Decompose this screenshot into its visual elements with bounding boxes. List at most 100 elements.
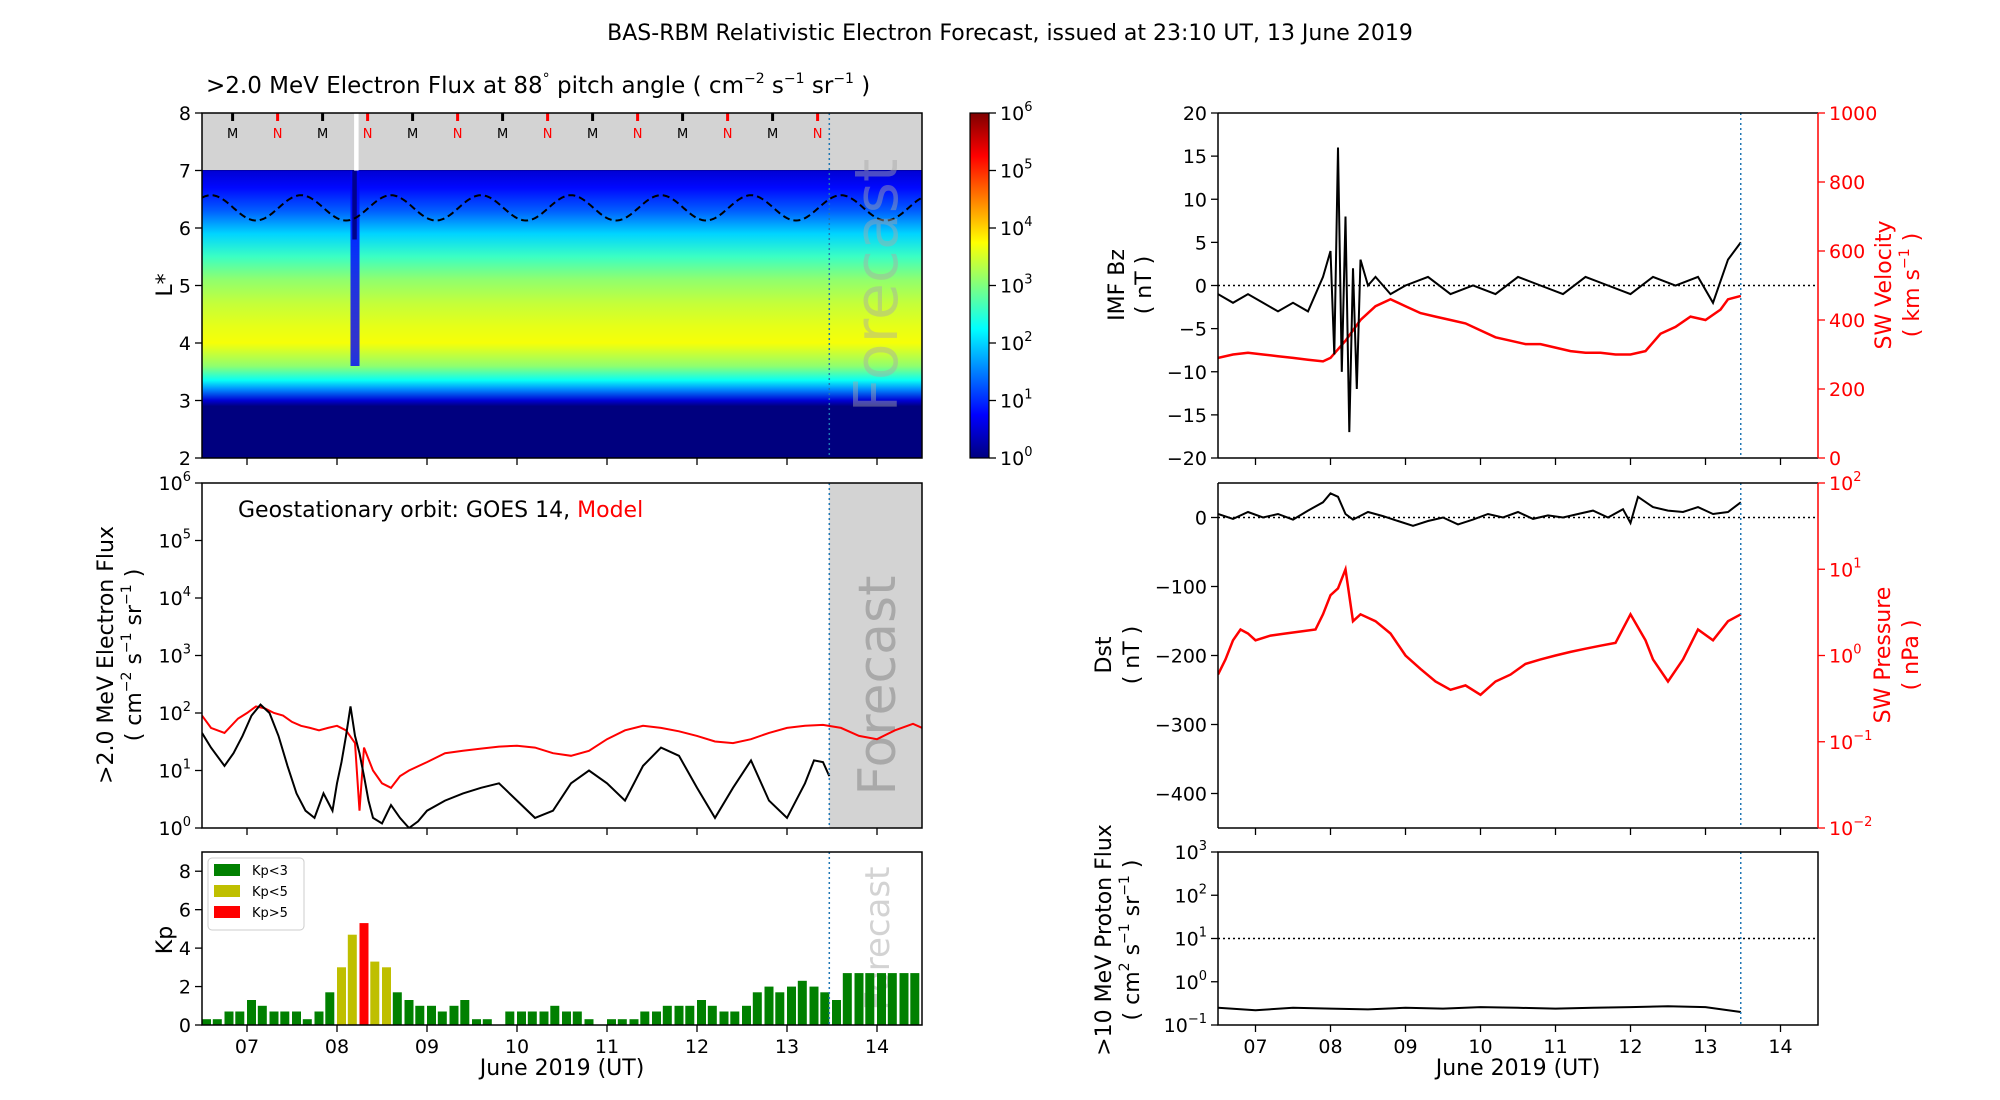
kp-bar xyxy=(280,1011,290,1025)
dropout-gap xyxy=(354,113,359,171)
kp-bar xyxy=(212,1019,222,1025)
dst-y-ticks-left: −400 −300 −200 −100 0 xyxy=(1155,508,1218,806)
dst-y-left-tick-label: −200 xyxy=(1155,646,1207,668)
dst-y-ticks-right: 10−2 10−1 100 101 102 xyxy=(1818,470,1872,840)
proton-x-tick-label: 14 xyxy=(1768,1036,1792,1058)
kp-y-tick-label: 2 xyxy=(179,977,191,999)
kp-axes-frame xyxy=(201,851,923,1026)
mlt-marker-label: M xyxy=(407,127,418,142)
imf-y-ticks-right: 0 200 400 600 800 1000 xyxy=(1818,103,1877,470)
dst-y-right-tick-label: 102 xyxy=(1829,470,1861,495)
mlt-marker-label: N xyxy=(813,127,823,142)
kp-bar xyxy=(572,1011,582,1025)
heatmap-ylabel: L* xyxy=(153,273,178,296)
kp-bar xyxy=(314,1011,324,1025)
imf-y-left-tick-label: 0 xyxy=(1195,276,1207,298)
geo-y-tick-label: 104 xyxy=(159,585,191,610)
kp-bar xyxy=(460,1000,470,1025)
heatmap-flux-field xyxy=(202,170,922,458)
kp-bar xyxy=(764,986,774,1025)
dst-ylabel-line1: Dst xyxy=(1092,636,1117,673)
proton-y-tick-label: 10−1 xyxy=(1164,1012,1207,1037)
kp-legend-swatch-high xyxy=(214,906,240,918)
kp-legend-label-low: Kp<3 xyxy=(252,864,288,879)
proton-x-tick-label: 12 xyxy=(1618,1036,1642,1058)
imf-y-left-tick-label: −20 xyxy=(1167,448,1207,470)
imf-y-left-tick-label: −15 xyxy=(1167,405,1207,427)
kp-bar xyxy=(887,973,897,1025)
dst-y-right-tick-label: 100 xyxy=(1829,643,1861,668)
imf-y-right-tick-label: 400 xyxy=(1829,310,1865,332)
geo-y-ticks: 100 101 102 103 104 105 106 xyxy=(159,470,202,840)
heatmap-y-tick-label: 2 xyxy=(179,448,191,470)
kp-legend-swatch-mid xyxy=(214,885,240,897)
kp-x-tick-label: 08 xyxy=(325,1036,349,1058)
heatmap-y-tick-label: 5 xyxy=(179,276,191,298)
kp-bar xyxy=(382,967,391,1025)
kp-y-tick-label: 6 xyxy=(179,900,191,922)
kp-ylabel: Kp xyxy=(153,926,178,954)
kp-bar xyxy=(325,992,335,1025)
kp-bar xyxy=(877,973,886,1025)
dst-y-right-tick-label: 10−1 xyxy=(1829,729,1872,754)
mlt-marker-label: M xyxy=(317,127,328,142)
proton-x-tick-label: 07 xyxy=(1243,1036,1267,1058)
dst-ylabel-line2: ( nT ) xyxy=(1120,626,1145,685)
proton-ylabel-line1: >10 MeV Proton Flux xyxy=(1092,824,1117,1056)
kp-bar xyxy=(820,992,830,1025)
dst-line xyxy=(1218,492,1742,527)
kp-bar xyxy=(550,1005,560,1025)
geo-ylabel-line2: ( cm−2 s−1 sr−1 ) xyxy=(119,569,147,742)
kp-bar xyxy=(842,973,852,1025)
kp-x-tick-label: 14 xyxy=(865,1036,889,1058)
dst-y-right-tick-label: 10−2 xyxy=(1829,815,1872,840)
kp-bar xyxy=(505,1011,515,1025)
dst-y-right-tick-label: 101 xyxy=(1829,556,1861,581)
proton-x-tick-label: 10 xyxy=(1468,1036,1492,1058)
geo-annotation: Geostationary orbit: GOES 14, Model xyxy=(238,498,643,523)
proton-y-tick-label: 103 xyxy=(1175,839,1207,864)
kp-bar xyxy=(392,992,402,1025)
geo-y-tick-label: 106 xyxy=(159,470,191,495)
kp-bar xyxy=(775,992,785,1025)
colorbar-tick-label: 103 xyxy=(1000,273,1032,298)
colorbar-tick-label: 101 xyxy=(1000,388,1032,413)
kp-y-tick-label: 0 xyxy=(179,1015,191,1037)
proton-x-tick-label: 13 xyxy=(1693,1036,1717,1058)
imf-ylabel-line1: IMF Bz xyxy=(1105,249,1130,321)
colorbar: 100 101 102 103 104 105 106 xyxy=(969,100,1032,470)
imf-y-left-tick-label: 15 xyxy=(1183,146,1207,168)
kp-bar xyxy=(652,1011,661,1025)
kp-bar xyxy=(292,1011,301,1025)
proton-flux-line xyxy=(1218,1005,1741,1013)
colorbar-tick-label: 105 xyxy=(1000,158,1032,183)
colorbar-tick-label: 104 xyxy=(1000,215,1032,240)
heatmap-y-tick-label: 8 xyxy=(179,103,191,125)
kp-bar xyxy=(202,1019,211,1025)
heatmap-x-ticks xyxy=(246,458,878,465)
kp-bar xyxy=(449,1005,459,1025)
mlt-marker-label: M xyxy=(227,127,238,142)
proton-x-tick-label: 09 xyxy=(1393,1036,1417,1058)
sw-pressure-ylabel-line2: ( nPa ) xyxy=(1899,620,1924,691)
kp-bar xyxy=(640,1011,650,1025)
mlt-marker-label: M xyxy=(497,127,508,142)
dst-y-left-tick-label: 0 xyxy=(1195,508,1207,530)
kp-bar xyxy=(517,1011,526,1025)
dst-x-ticks xyxy=(1254,828,1782,835)
imf-y-right-tick-label: 800 xyxy=(1829,172,1865,194)
sw-pressure-ylabel-line1: SW Pressure xyxy=(1871,587,1896,724)
colorbar-gradient xyxy=(969,112,990,459)
kp-x-tick-label: 10 xyxy=(505,1036,529,1058)
kp-bar xyxy=(719,1011,729,1025)
dst-y-left-tick-label: −300 xyxy=(1155,715,1207,737)
geo-forecast-label: Forecast xyxy=(848,576,908,796)
kp-bar xyxy=(404,1000,414,1025)
dst-y-left-tick-label: −100 xyxy=(1155,577,1207,599)
kp-bar xyxy=(629,1019,639,1025)
kp-bar xyxy=(562,1011,571,1025)
imf-ylabel-line2: ( nT ) xyxy=(1132,256,1157,315)
heatmap-y-tick-label: 4 xyxy=(179,333,191,355)
